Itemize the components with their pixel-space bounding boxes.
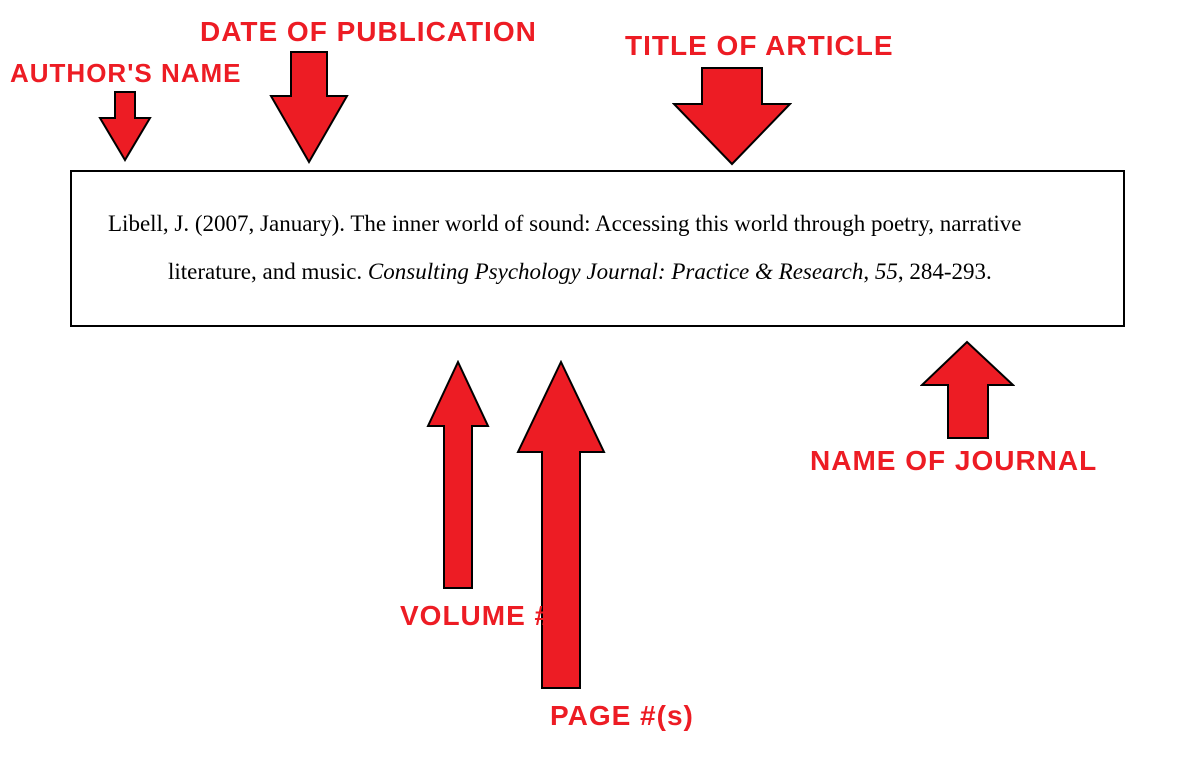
citation-pages: 284-293 [909,259,986,284]
arrow-author [98,90,152,162]
citation-journal-name: Consulting Psychology Journal: Practice … [368,259,863,284]
label-pages: PAGE #(s) [550,700,694,732]
citation-author: Libell, J. [108,211,189,236]
label-volume: VOLUME # [400,600,551,632]
arrow-journal [920,340,1015,440]
label-title: TITLE OF ARTICLE [625,30,894,62]
arrow-pages [516,360,606,690]
sep-comma-1: , [863,259,875,284]
sep-comma-2: , [898,259,910,284]
arrow-title [672,66,792,166]
label-journal: NAME OF JOURNAL [810,445,1097,477]
citation-text: Libell, J. (2007, January). The inner wo… [108,200,1087,297]
label-author: AUTHOR'S NAME [10,58,242,89]
citation-box: Libell, J. (2007, January). The inner wo… [70,170,1125,327]
citation-date: (2007, January). [195,211,345,236]
arrow-volume [426,360,490,590]
arrow-date [269,50,349,164]
sep-period: . [986,259,992,284]
citation-volume: 55 [875,259,898,284]
label-date: DATE OF PUBLICATION [200,16,537,48]
